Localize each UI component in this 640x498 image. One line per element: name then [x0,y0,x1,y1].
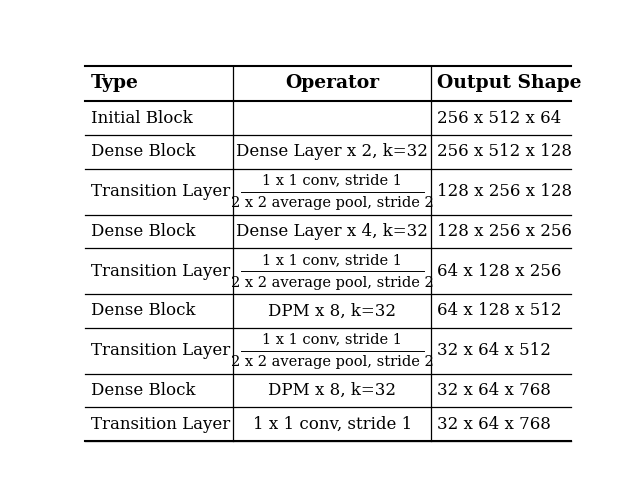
Text: Dense Layer x 2, k=32: Dense Layer x 2, k=32 [236,143,428,160]
Text: Dense Block: Dense Block [91,143,195,160]
Text: 256 x 512 x 64: 256 x 512 x 64 [437,110,561,126]
Text: 1 x 1 conv, stride 1: 1 x 1 conv, stride 1 [262,173,402,187]
Text: Dense Block: Dense Block [91,302,195,320]
Text: DPM x 8, k=32: DPM x 8, k=32 [268,302,396,320]
Text: 2 x 2 average pool, stride 2: 2 x 2 average pool, stride 2 [231,275,433,290]
Text: 32 x 64 x 768: 32 x 64 x 768 [437,382,551,399]
Text: Transition Layer: Transition Layer [91,416,230,433]
Text: 32 x 64 x 768: 32 x 64 x 768 [437,416,551,433]
Text: Output Shape: Output Shape [437,74,582,92]
Text: DPM x 8, k=32: DPM x 8, k=32 [268,382,396,399]
Text: Operator: Operator [285,74,379,92]
Text: Dense Block: Dense Block [91,223,195,240]
Text: Transition Layer: Transition Layer [91,263,230,280]
Text: Transition Layer: Transition Layer [91,342,230,359]
Text: Dense Block: Dense Block [91,382,195,399]
Text: 256 x 512 x 128: 256 x 512 x 128 [437,143,572,160]
Text: 1 x 1 conv, stride 1: 1 x 1 conv, stride 1 [262,332,402,346]
Text: Type: Type [91,74,139,92]
Text: 2 x 2 average pool, stride 2: 2 x 2 average pool, stride 2 [231,355,433,369]
Text: 1 x 1 conv, stride 1: 1 x 1 conv, stride 1 [253,416,412,433]
Text: 2 x 2 average pool, stride 2: 2 x 2 average pool, stride 2 [231,196,433,210]
Text: 32 x 64 x 512: 32 x 64 x 512 [437,342,551,359]
Text: Transition Layer: Transition Layer [91,183,230,200]
Text: 64 x 128 x 512: 64 x 128 x 512 [437,302,561,320]
Text: 128 x 256 x 256: 128 x 256 x 256 [437,223,572,240]
Text: 64 x 128 x 256: 64 x 128 x 256 [437,263,561,280]
Text: Initial Block: Initial Block [91,110,193,126]
Text: 1 x 1 conv, stride 1: 1 x 1 conv, stride 1 [262,253,402,267]
Text: 128 x 256 x 128: 128 x 256 x 128 [437,183,572,200]
Text: Dense Layer x 4, k=32: Dense Layer x 4, k=32 [236,223,428,240]
